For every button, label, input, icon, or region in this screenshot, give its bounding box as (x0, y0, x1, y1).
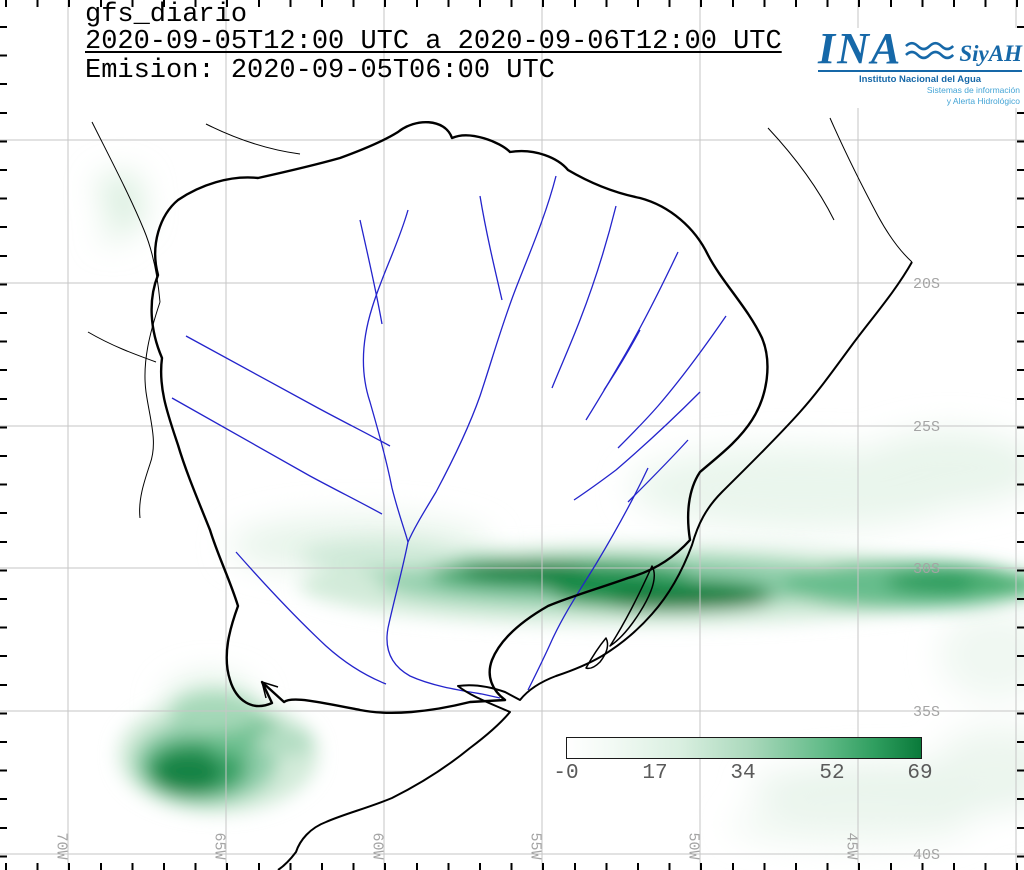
coastline (277, 261, 913, 870)
tick-marks-right (1017, 26, 1024, 870)
rivers (171, 175, 727, 699)
lat-label-20s: 20S (913, 276, 941, 293)
ina-siyah-logo: INA SiyAH Instituto Nacional del Agua Si… (816, 24, 1024, 108)
logo-tagline: Sistemas de información y Alerta Hidroló… (818, 85, 1022, 105)
colorbar-tick-17: 17 (642, 762, 668, 785)
lagoon-mirim (585, 637, 609, 670)
precipitation-pale-layer (98, 174, 1024, 843)
lon-label-45w: 45W (842, 832, 860, 860)
colorbar-tick-0: -0 (553, 762, 579, 785)
lon-label-55w: 55W (526, 832, 544, 860)
lon-label-50w: 50W (684, 832, 702, 860)
siyah-logo-text: SiyAH (959, 41, 1022, 67)
water-waves-icon (905, 42, 955, 60)
basin-boundary (150, 120, 769, 714)
emission-time: Emision: 2020-09-05T06:00 UTC (85, 56, 555, 86)
boundary-arrow-icon (261, 681, 279, 699)
lon-label-65w: 65W (210, 832, 228, 860)
colorbar-tick-34: 34 (730, 762, 756, 785)
tick-marks-left (0, 26, 7, 870)
logo-tagline-line1: Sistemas de información (926, 85, 1020, 96)
logo-divider (818, 70, 1022, 73)
tick-marks-bottom (5, 863, 1024, 870)
lat-label-35s: 35S (913, 704, 941, 721)
institute-name: Instituto Nacional del Agua (858, 74, 982, 86)
colorbar-tick-69: 69 (907, 762, 933, 785)
lat-label-30s: 30S (913, 561, 941, 578)
lat-label-25s: 25S (913, 419, 941, 436)
ina-logo-text: INA (818, 24, 903, 73)
colorbar-tick-52: 52 (819, 762, 845, 785)
logo-tagline-line2: y Alerta Hidrológico (946, 95, 1020, 106)
lagoon-patos (609, 565, 655, 647)
tick-marks-top (5, 0, 1024, 7)
precipitation-colorbar (566, 737, 922, 759)
lon-label-60w: 60W (368, 832, 386, 860)
country-borders (87, 117, 913, 519)
lat-label-40s: 40S (913, 847, 941, 864)
map-title: gfs_diario (85, 0, 248, 30)
forecast-period: 2020-09-05T12:00 UTC a 2020-09-06T12:00 … (85, 27, 782, 57)
lon-label-70w: 70W (52, 832, 70, 860)
